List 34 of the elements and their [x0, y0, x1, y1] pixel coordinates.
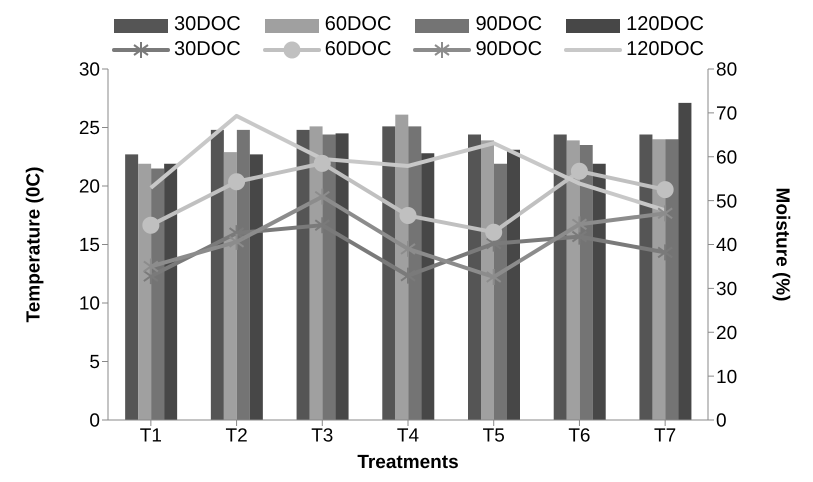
y2-tick-label: 0: [716, 410, 727, 432]
y2-tick-label: 30: [716, 279, 738, 300]
y-tick-label: 5: [89, 352, 100, 374]
y-tick-label: 0: [89, 410, 100, 432]
y-axis-title: Temperature (0C): [24, 166, 45, 322]
legend-label: 60DOC: [324, 13, 392, 36]
y2-tick-label: 60: [716, 147, 738, 168]
legend-label: 90DOC: [475, 38, 542, 61]
y-tick-label: 15: [78, 235, 100, 256]
x-tick-label: T4: [396, 425, 420, 446]
legend-label: 90DOC: [475, 13, 542, 36]
y-tick-label: 20: [78, 176, 100, 198]
legend-label: 60DOC: [324, 38, 392, 61]
y-tick-label: 10: [78, 294, 100, 315]
legend-label: 30DOC: [174, 38, 241, 61]
x-tick-label: T2: [225, 425, 248, 446]
x-tick-label: T6: [568, 425, 591, 446]
y2-tick-label: 20: [716, 322, 738, 344]
y2-tick-label: 70: [716, 104, 738, 125]
y2-tick-label: 80: [716, 60, 738, 81]
y2-tick-label: 10: [716, 366, 738, 388]
x-tick-label: T1: [140, 425, 162, 446]
legend-label: 120DOC: [626, 38, 704, 61]
legend-label: 30DOC: [174, 13, 241, 36]
y2-tick-label: 40: [716, 235, 738, 256]
x-tick-label: T5: [482, 425, 505, 446]
y-tick-label: 25: [78, 118, 100, 140]
y-tick-label: 30: [78, 60, 100, 81]
x-tick-label: T3: [311, 425, 334, 446]
y2-axis-title: Moisture (%): [771, 188, 792, 302]
x-tick-label: T7: [654, 425, 676, 446]
legend-label: 120DOC: [626, 13, 704, 36]
x-axis-title: Treatments: [357, 452, 459, 473]
y2-tick-label: 50: [716, 191, 738, 212]
